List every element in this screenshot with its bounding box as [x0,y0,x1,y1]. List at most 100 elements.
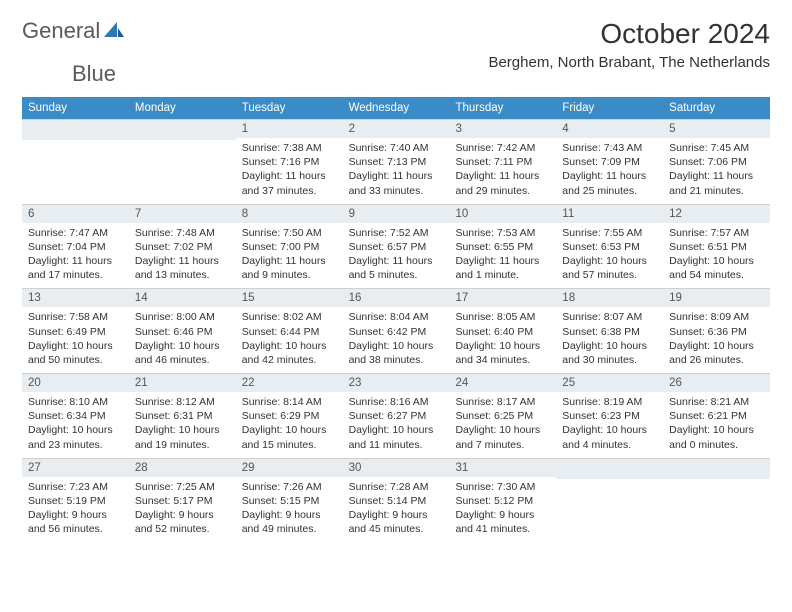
day-number [556,459,663,479]
daylight-text: Daylight: 10 hours and 57 minutes. [562,254,657,282]
daylight-text: Daylight: 11 hours and 17 minutes. [28,254,123,282]
sunrise-text: Sunrise: 7:45 AM [669,141,764,155]
dayname-wednesday: Wednesday [343,97,450,119]
calendar-body: 1Sunrise: 7:38 AMSunset: 7:16 PMDaylight… [22,119,770,542]
calendar: SundayMondayTuesdayWednesdayThursdayFrid… [22,97,770,542]
day-data: Sunrise: 7:42 AMSunset: 7:11 PMDaylight:… [449,138,556,204]
day-data: Sunrise: 7:47 AMSunset: 7:04 PMDaylight:… [22,223,129,289]
day-number: 1 [236,120,343,138]
calendar-cell-day-13: 13Sunrise: 7:58 AMSunset: 6:49 PMDayligh… [22,289,129,373]
calendar-cell-day-19: 19Sunrise: 8:09 AMSunset: 6:36 PMDayligh… [663,289,770,373]
sunset-text: Sunset: 6:49 PM [28,325,123,339]
daylight-text: Daylight: 11 hours and 29 minutes. [455,169,550,197]
sunrise-text: Sunrise: 7:26 AM [242,480,337,494]
calendar-row: 27Sunrise: 7:23 AMSunset: 5:19 PMDayligh… [22,458,770,543]
daylight-text: Daylight: 9 hours and 56 minutes. [28,508,123,536]
sunrise-text: Sunrise: 7:53 AM [455,226,550,240]
calendar-row: 1Sunrise: 7:38 AMSunset: 7:16 PMDaylight… [22,119,770,204]
sunset-text: Sunset: 6:31 PM [135,409,230,423]
daylight-text: Daylight: 11 hours and 21 minutes. [669,169,764,197]
sunrise-text: Sunrise: 7:58 AM [28,310,123,324]
sunset-text: Sunset: 6:53 PM [562,240,657,254]
daylight-text: Daylight: 10 hours and 54 minutes. [669,254,764,282]
day-data: Sunrise: 7:52 AMSunset: 6:57 PMDaylight:… [343,223,450,289]
day-number: 14 [129,289,236,307]
sunrise-text: Sunrise: 7:38 AM [242,141,337,155]
day-number: 23 [343,374,450,392]
daylight-text: Daylight: 11 hours and 5 minutes. [349,254,444,282]
dayname-saturday: Saturday [663,97,770,119]
day-data [556,479,663,537]
day-data [22,140,129,198]
day-number: 15 [236,289,343,307]
calendar-cell-day-23: 23Sunrise: 8:16 AMSunset: 6:27 PMDayligh… [343,374,450,458]
sunrise-text: Sunrise: 8:05 AM [455,310,550,324]
calendar-cell-day-30: 30Sunrise: 7:28 AMSunset: 5:14 PMDayligh… [343,459,450,543]
day-data: Sunrise: 8:17 AMSunset: 6:25 PMDaylight:… [449,392,556,458]
daylight-text: Daylight: 10 hours and 0 minutes. [669,423,764,451]
daylight-text: Daylight: 11 hours and 37 minutes. [242,169,337,197]
day-number: 24 [449,374,556,392]
logo-sail-icon [104,20,124,43]
daylight-text: Daylight: 10 hours and 42 minutes. [242,339,337,367]
calendar-cell-day-16: 16Sunrise: 8:04 AMSunset: 6:42 PMDayligh… [343,289,450,373]
day-number: 9 [343,205,450,223]
daylight-text: Daylight: 11 hours and 1 minute. [455,254,550,282]
day-data: Sunrise: 8:00 AMSunset: 6:46 PMDaylight:… [129,307,236,373]
sunset-text: Sunset: 5:14 PM [349,494,444,508]
calendar-row: 13Sunrise: 7:58 AMSunset: 6:49 PMDayligh… [22,288,770,373]
sunset-text: Sunset: 7:16 PM [242,155,337,169]
day-number: 2 [343,120,450,138]
sunset-text: Sunset: 6:21 PM [669,409,764,423]
calendar-row: 6Sunrise: 7:47 AMSunset: 7:04 PMDaylight… [22,204,770,289]
calendar-cell-day-21: 21Sunrise: 8:12 AMSunset: 6:31 PMDayligh… [129,374,236,458]
sunrise-text: Sunrise: 8:14 AM [242,395,337,409]
day-number [663,459,770,479]
sunrise-text: Sunrise: 8:16 AM [349,395,444,409]
dayname-thursday: Thursday [449,97,556,119]
sunrise-text: Sunrise: 7:42 AM [455,141,550,155]
sunrise-text: Sunrise: 7:23 AM [28,480,123,494]
calendar-cell-day-11: 11Sunrise: 7:55 AMSunset: 6:53 PMDayligh… [556,205,663,289]
sunset-text: Sunset: 5:19 PM [28,494,123,508]
day-number: 21 [129,374,236,392]
day-number: 10 [449,205,556,223]
daylight-text: Daylight: 9 hours and 41 minutes. [455,508,550,536]
day-number [129,120,236,140]
calendar-cell-day-29: 29Sunrise: 7:26 AMSunset: 5:15 PMDayligh… [236,459,343,543]
sunset-text: Sunset: 7:13 PM [349,155,444,169]
day-data: Sunrise: 7:23 AMSunset: 5:19 PMDaylight:… [22,477,129,543]
calendar-cell-day-26: 26Sunrise: 8:21 AMSunset: 6:21 PMDayligh… [663,374,770,458]
day-data [129,140,236,198]
day-number: 29 [236,459,343,477]
calendar-cell-day-12: 12Sunrise: 7:57 AMSunset: 6:51 PMDayligh… [663,205,770,289]
day-number: 13 [22,289,129,307]
daylight-text: Daylight: 9 hours and 49 minutes. [242,508,337,536]
sunrise-text: Sunrise: 7:40 AM [349,141,444,155]
day-data: Sunrise: 8:21 AMSunset: 6:21 PMDaylight:… [663,392,770,458]
logo: General [22,18,126,44]
sunset-text: Sunset: 6:55 PM [455,240,550,254]
day-data: Sunrise: 7:25 AMSunset: 5:17 PMDaylight:… [129,477,236,543]
day-number: 3 [449,120,556,138]
sunrise-text: Sunrise: 7:48 AM [135,226,230,240]
sunrise-text: Sunrise: 7:55 AM [562,226,657,240]
sunrise-text: Sunrise: 7:43 AM [562,141,657,155]
day-number: 17 [449,289,556,307]
day-number: 27 [22,459,129,477]
calendar-cell-day-2: 2Sunrise: 7:40 AMSunset: 7:13 PMDaylight… [343,120,450,204]
daylight-text: Daylight: 9 hours and 45 minutes. [349,508,444,536]
sunset-text: Sunset: 6:25 PM [455,409,550,423]
sunrise-text: Sunrise: 7:57 AM [669,226,764,240]
daylight-text: Daylight: 10 hours and 19 minutes. [135,423,230,451]
day-data: Sunrise: 7:48 AMSunset: 7:02 PMDaylight:… [129,223,236,289]
calendar-cell-day-8: 8Sunrise: 7:50 AMSunset: 7:00 PMDaylight… [236,205,343,289]
day-data: Sunrise: 7:58 AMSunset: 6:49 PMDaylight:… [22,307,129,373]
sunset-text: Sunset: 6:51 PM [669,240,764,254]
day-data: Sunrise: 7:38 AMSunset: 7:16 PMDaylight:… [236,138,343,204]
calendar-cell-day-1: 1Sunrise: 7:38 AMSunset: 7:16 PMDaylight… [236,120,343,204]
calendar-cell-day-27: 27Sunrise: 7:23 AMSunset: 5:19 PMDayligh… [22,459,129,543]
day-number: 19 [663,289,770,307]
sunrise-text: Sunrise: 8:21 AM [669,395,764,409]
dayname-friday: Friday [556,97,663,119]
